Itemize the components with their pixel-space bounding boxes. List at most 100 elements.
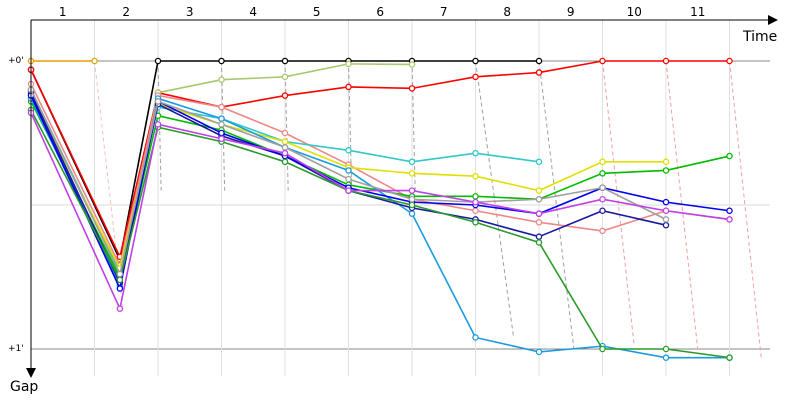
x-axis-arrow-icon [768, 15, 778, 25]
data-point [726, 354, 733, 361]
x-tick-label: 6 [376, 5, 384, 19]
data-point [535, 57, 543, 65]
data-point [662, 354, 670, 361]
data-point [726, 207, 733, 215]
data-point [218, 135, 225, 143]
data-point [662, 57, 670, 65]
data-point [408, 158, 416, 166]
grid-layer [31, 20, 770, 376]
data-point [218, 57, 225, 65]
data-point [116, 270, 124, 278]
y-tick-label-1: +1' [8, 344, 24, 354]
reference-line [475, 60, 515, 338]
y-axis-arrow-icon [26, 368, 36, 378]
data-point [281, 158, 289, 166]
data-point [281, 149, 289, 157]
x-tick-label: 11 [690, 5, 705, 19]
data-point [345, 60, 352, 68]
x-tick-label: 7 [440, 5, 448, 19]
series [27, 95, 733, 361]
reference-line [411, 60, 416, 191]
data-point [408, 210, 416, 217]
data-point [116, 305, 124, 312]
data-point [599, 184, 606, 191]
data-point [472, 219, 479, 226]
data-point [408, 187, 416, 194]
data-point [218, 121, 225, 128]
data-point [662, 345, 670, 353]
x-tick-label: 5 [313, 5, 321, 19]
data-point [281, 144, 289, 151]
data-point [599, 227, 606, 235]
data-point [726, 152, 733, 160]
data-point [91, 57, 98, 65]
data-point [472, 207, 479, 215]
reference-line [602, 60, 635, 347]
data-point [599, 170, 606, 177]
reference-line [729, 60, 762, 358]
data-point [408, 201, 416, 209]
x-tick-label: 3 [186, 5, 194, 19]
data-point [472, 57, 479, 65]
x-tick-label: 9 [567, 5, 575, 19]
data-point [535, 158, 543, 166]
x-tick-label: 4 [249, 5, 257, 19]
reference-line [538, 60, 575, 350]
x-tick-label: 10 [627, 5, 642, 19]
data-point [281, 73, 289, 81]
y-axis-title: Gap [10, 379, 38, 395]
series-line [30, 60, 730, 260]
data-point [408, 170, 416, 177]
x-tick-label: 2 [122, 5, 130, 19]
data-point [662, 207, 670, 215]
x-tick-label: 8 [503, 5, 511, 19]
data-point [599, 207, 606, 215]
data-point [535, 195, 543, 203]
data-point [218, 103, 225, 111]
data-point [472, 73, 479, 81]
data-point [472, 193, 479, 200]
data-point [408, 85, 416, 92]
y-tick-label-0: +0' [8, 56, 24, 66]
data-point [281, 129, 289, 137]
data-point [599, 195, 606, 203]
data-point [345, 187, 352, 194]
data-point [535, 219, 543, 226]
data-point [599, 345, 606, 353]
data-point [662, 158, 670, 166]
data-point [154, 121, 162, 128]
data-point [662, 198, 670, 206]
data-point [281, 92, 289, 99]
data-point [154, 57, 162, 65]
series-line [30, 112, 730, 312]
x-axis-title: Time [742, 29, 777, 45]
data-point [154, 98, 162, 105]
data-point [345, 167, 352, 174]
data-point [726, 57, 733, 65]
data-point [535, 348, 543, 356]
x-tick-label: 1 [59, 5, 67, 19]
data-point [662, 167, 670, 174]
data-point [535, 187, 543, 194]
data-point [599, 57, 606, 65]
data-point [408, 61, 416, 68]
data-point [535, 239, 543, 246]
data-point [345, 83, 352, 91]
lap-labels-layer: 1 2 3 4 5 6 7 8 9 10 11 [59, 5, 705, 19]
data-point [408, 195, 416, 203]
data-point [345, 147, 352, 154]
data-point [599, 158, 606, 166]
reference-line [665, 60, 699, 350]
data-point [535, 210, 543, 217]
data-point [472, 334, 479, 341]
data-point [218, 129, 225, 137]
series [27, 106, 733, 361]
data-point [535, 233, 543, 240]
data-point [218, 115, 225, 122]
series [27, 109, 733, 312]
data-point [218, 76, 225, 83]
data-point [281, 138, 289, 145]
series [27, 57, 733, 261]
data-point [281, 57, 289, 65]
